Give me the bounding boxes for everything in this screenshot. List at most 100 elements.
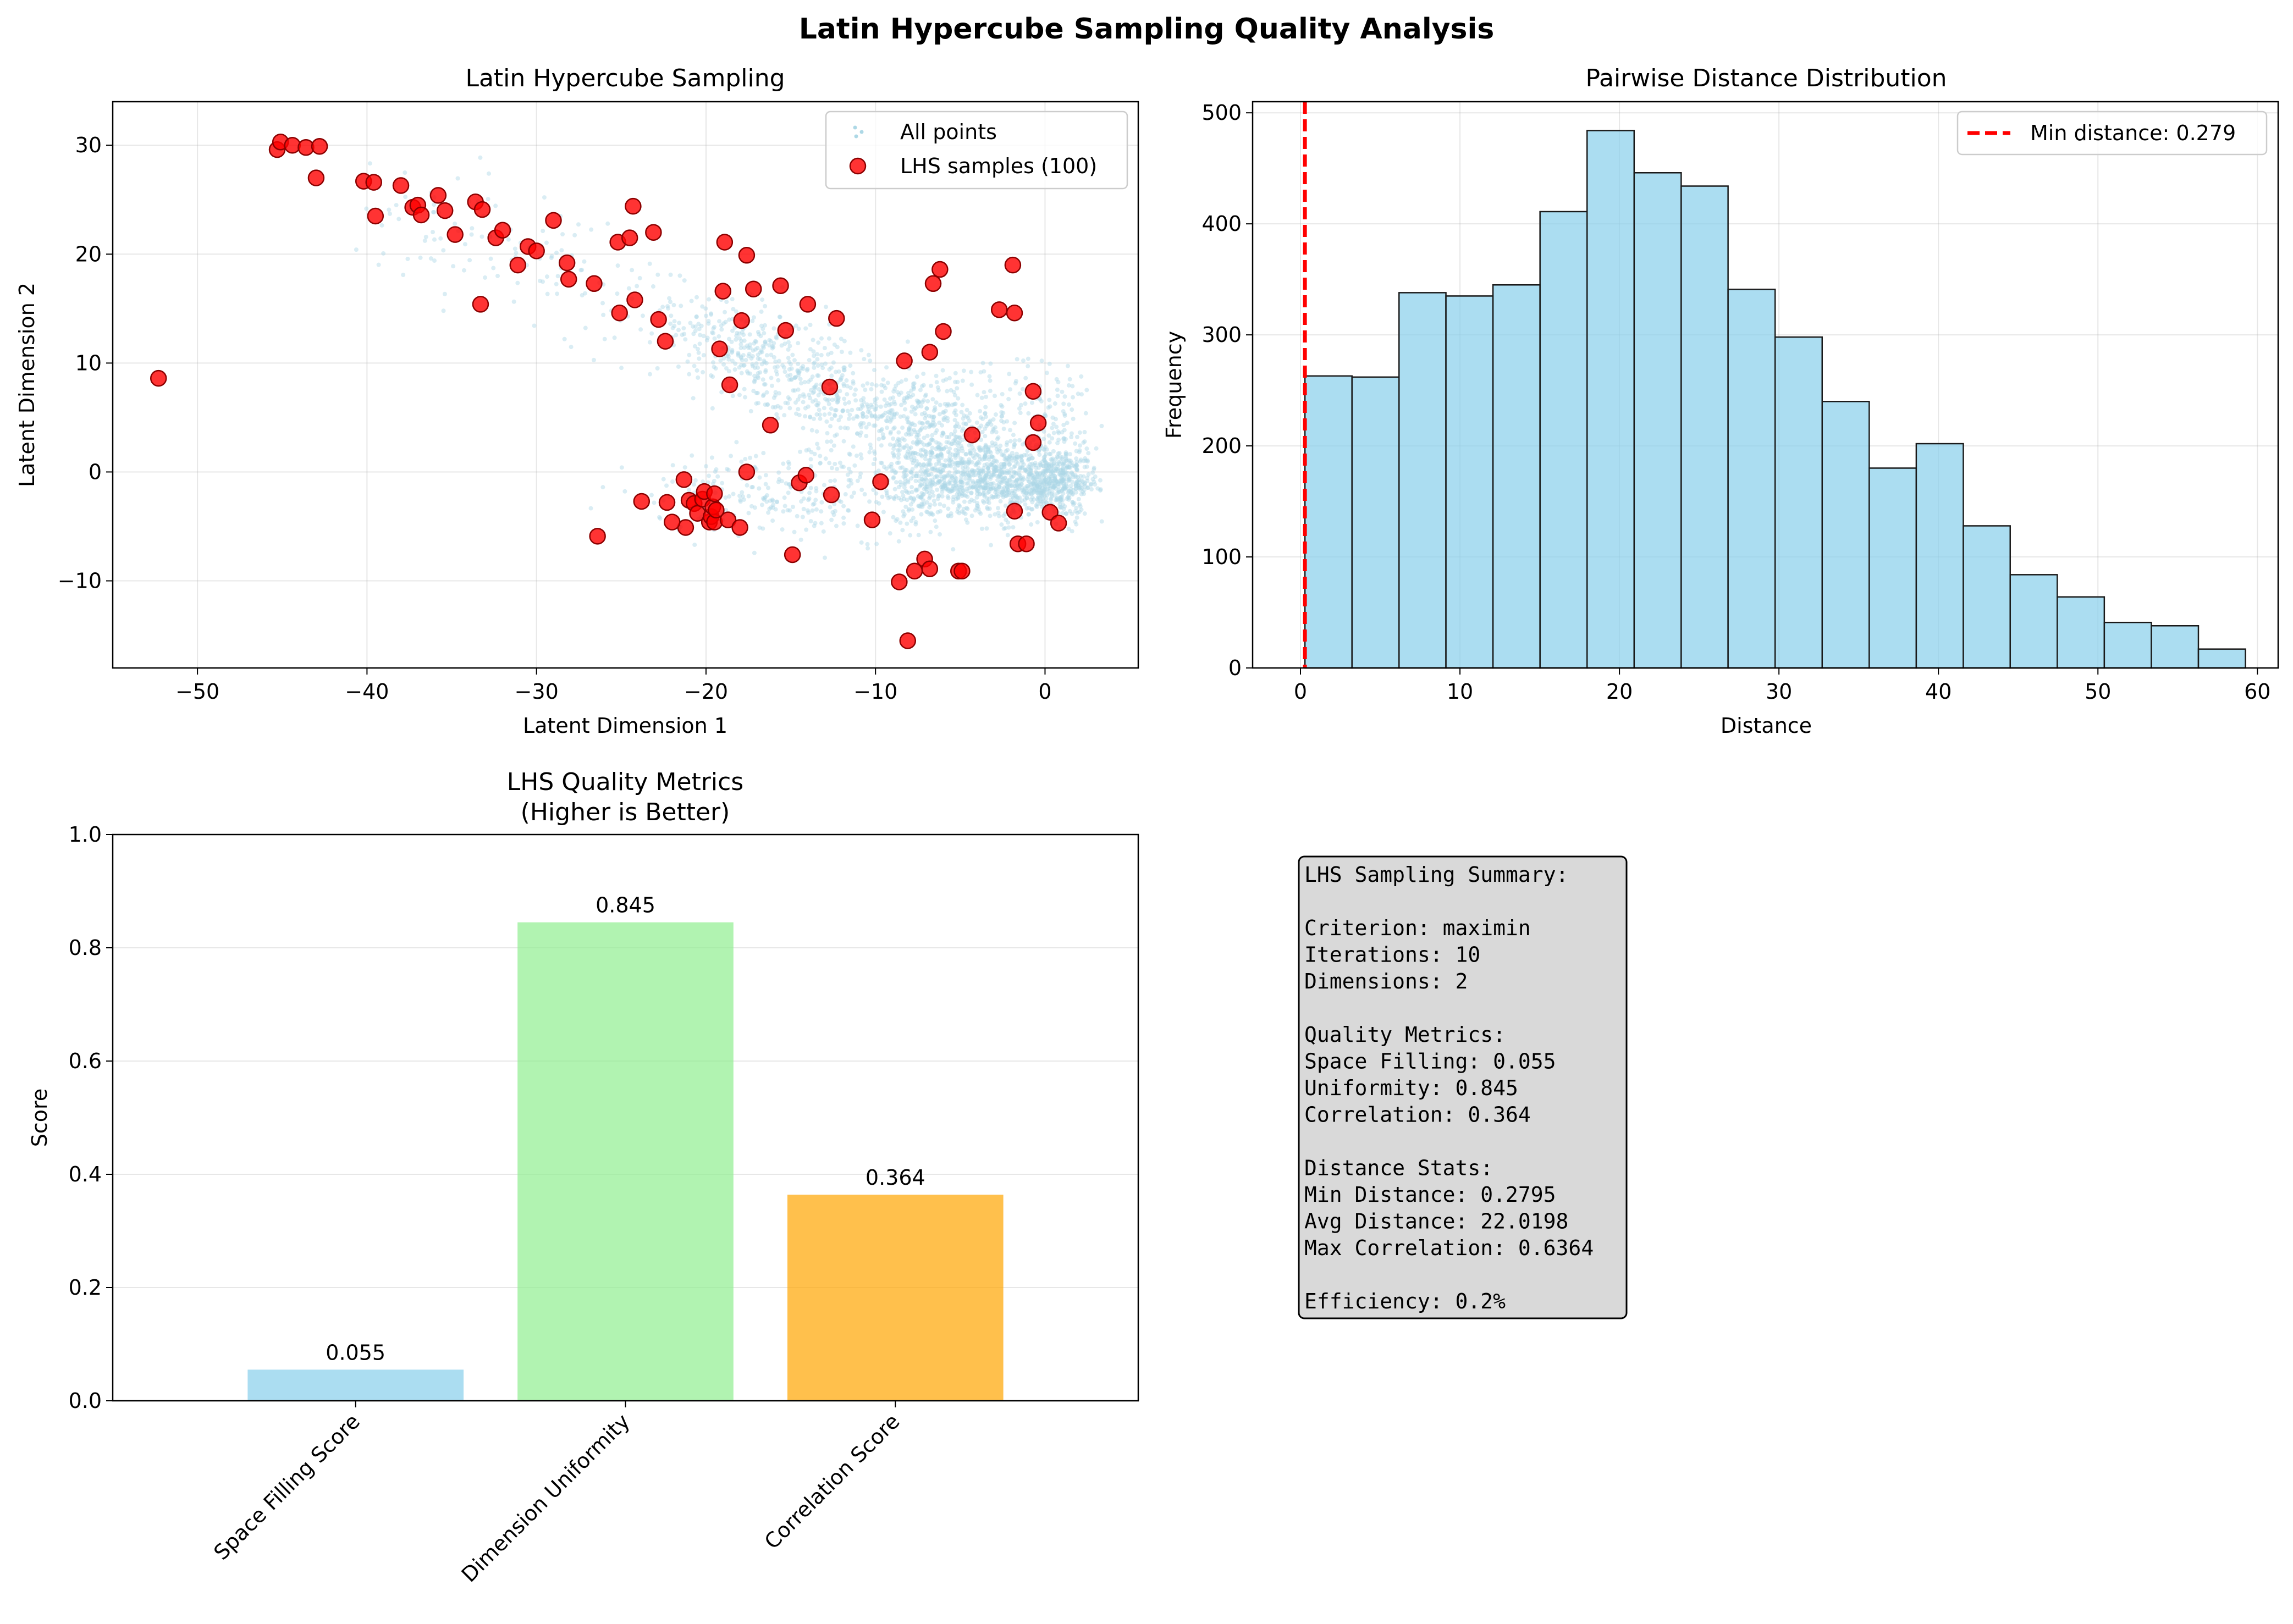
scatter-background-point bbox=[924, 443, 929, 448]
scatter-background-point bbox=[1035, 484, 1040, 489]
scatter-background-point bbox=[1059, 495, 1063, 500]
scatter-background-point bbox=[1075, 479, 1080, 484]
scatter-background-point bbox=[1074, 505, 1079, 510]
scatter-background-point bbox=[947, 489, 952, 494]
scatter-background-point bbox=[974, 486, 979, 491]
scatter-background-point bbox=[981, 476, 986, 481]
scatter-background-point bbox=[763, 369, 768, 374]
scatter-background-point bbox=[619, 465, 624, 470]
scatter-background-point bbox=[750, 363, 755, 368]
scatter-background-point bbox=[884, 490, 889, 495]
scatter-background-point bbox=[935, 487, 940, 492]
scatter-background-point bbox=[818, 412, 823, 417]
scatter-background-point bbox=[724, 507, 729, 512]
scatter-background-point bbox=[946, 496, 951, 501]
scatter-background-point bbox=[901, 509, 906, 514]
scatter-background-point bbox=[554, 250, 559, 255]
scatter-background-point bbox=[833, 413, 837, 418]
scatter-background-point bbox=[985, 469, 990, 474]
scatter-background-point bbox=[770, 505, 775, 510]
scatter-background-point bbox=[955, 443, 960, 448]
scatter-background-point bbox=[845, 384, 850, 389]
scatter-background-point bbox=[1071, 502, 1076, 507]
scatter-xtick-label: −40 bbox=[345, 680, 389, 704]
scatter-background-point bbox=[769, 375, 774, 380]
scatter-background-point bbox=[1037, 397, 1042, 402]
scatter-background-point bbox=[1019, 498, 1024, 503]
scatter-background-point bbox=[850, 407, 855, 412]
scatter-background-point bbox=[431, 230, 436, 235]
scatter-background-point bbox=[912, 497, 917, 502]
scatter-background-point bbox=[1061, 469, 1066, 474]
scatter-background-point bbox=[1057, 499, 1062, 504]
scatter-background-point bbox=[911, 384, 916, 389]
scatter-background-point bbox=[915, 487, 920, 492]
scatter-background-point bbox=[771, 355, 776, 360]
scatter-background-point bbox=[1085, 478, 1090, 483]
scatter-background-point bbox=[986, 445, 991, 450]
scatter-background-point bbox=[964, 414, 969, 419]
scatter-background-point bbox=[813, 384, 818, 389]
scatter-background-point bbox=[1030, 473, 1035, 478]
scatter-background-point bbox=[957, 504, 962, 509]
scatter-background-point bbox=[1046, 463, 1051, 468]
scatter-background-point bbox=[953, 401, 958, 406]
scatter-background-point bbox=[957, 491, 962, 496]
scatter-background-point bbox=[905, 396, 910, 401]
scatter-background-point bbox=[855, 478, 860, 483]
scatter-background-point bbox=[1033, 486, 1038, 491]
scatter-background-point bbox=[1063, 485, 1068, 490]
scatter-background-point bbox=[749, 356, 754, 361]
scatter-background-point bbox=[683, 337, 688, 342]
scatter-background-point bbox=[750, 485, 755, 490]
scatter-lhs-point bbox=[953, 562, 971, 579]
scatter-background-point bbox=[926, 472, 931, 477]
scatter-background-point bbox=[1061, 482, 1066, 487]
scatter-lhs-point bbox=[797, 467, 815, 484]
scatter-background-point bbox=[1083, 484, 1088, 489]
scatter-background-point bbox=[792, 375, 797, 380]
scatter-background-point bbox=[907, 432, 912, 437]
figure-title: Latin Hypercube Sampling Quality Analysi… bbox=[799, 13, 1495, 46]
scatter-background-point bbox=[1067, 477, 1072, 482]
scatter-background-point bbox=[724, 299, 729, 304]
scatter-background-point bbox=[905, 498, 910, 502]
scatter-background-point bbox=[1074, 449, 1079, 454]
scatter-background-point bbox=[931, 418, 936, 423]
scatter-background-point bbox=[974, 420, 979, 425]
scatter-background-point bbox=[929, 482, 934, 487]
scatter-background-point bbox=[1043, 454, 1048, 459]
scatter-background-point bbox=[896, 460, 901, 465]
scatter-background-point bbox=[486, 171, 491, 176]
scatter-background-point bbox=[983, 456, 988, 461]
scatter-background-point bbox=[884, 365, 889, 370]
scatter-background-point bbox=[933, 467, 938, 472]
scatter-background-point bbox=[1066, 497, 1071, 502]
scatter-background-point bbox=[1074, 460, 1079, 465]
scatter-background-point bbox=[891, 446, 896, 451]
scatter-background-point bbox=[993, 394, 997, 399]
scatter-lhs-point bbox=[657, 333, 674, 350]
scatter-background-point bbox=[864, 434, 869, 439]
scatter-lhs-point bbox=[706, 485, 723, 502]
metrics-title-line-1: LHS Quality Metrics bbox=[507, 768, 743, 796]
scatter-background-point bbox=[1030, 456, 1035, 461]
scatter-background-point bbox=[920, 477, 925, 482]
scatter-background-point bbox=[993, 441, 998, 446]
scatter-background-point bbox=[909, 422, 914, 427]
scatter-background-point bbox=[715, 474, 720, 479]
scatter-lhs-point bbox=[528, 242, 545, 259]
scatter-background-point bbox=[1060, 479, 1065, 484]
scatter-background-point bbox=[859, 430, 864, 435]
scatter-background-point bbox=[787, 397, 792, 402]
scatter-background-point bbox=[991, 428, 996, 433]
scatter-background-point bbox=[800, 515, 805, 520]
scatter-background-point bbox=[911, 393, 916, 397]
scatter-background-point bbox=[969, 491, 974, 496]
scatter-background-point bbox=[1017, 467, 1022, 472]
scatter-background-point bbox=[939, 447, 944, 452]
scatter-background-point bbox=[846, 416, 851, 421]
scatter-background-point bbox=[396, 217, 401, 222]
scatter-background-point bbox=[928, 423, 933, 428]
